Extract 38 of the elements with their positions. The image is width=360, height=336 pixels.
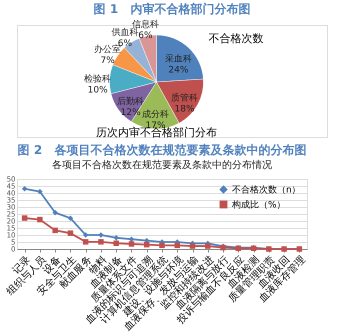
point: [98, 232, 104, 238]
point: [128, 241, 134, 247]
point: [98, 239, 104, 245]
point: [22, 215, 28, 221]
chart-subtitle: 各项目不合格次数在规范要素及条款中的分布情况: [52, 159, 272, 171]
point: [190, 243, 196, 249]
point: [159, 242, 165, 248]
legend-label: 不合格次数（n）: [232, 184, 301, 196]
text: 历次内审不合格部门分布: [96, 126, 217, 139]
point: [82, 239, 88, 245]
text: 不合格次数: [208, 32, 264, 45]
point: [68, 230, 74, 236]
slice-label: 后勤科: [117, 96, 144, 107]
chart-title: 图 1 内审不合格部门分布图: [94, 2, 250, 16]
legend-label: 构成比（%）: [231, 200, 286, 210]
point: [174, 242, 180, 248]
data-label: 6%: [138, 31, 154, 42]
data-label: 24%: [168, 66, 189, 76]
point: [144, 242, 150, 248]
point: [52, 228, 58, 234]
point: [113, 235, 119, 241]
slice-label: 供血科: [111, 27, 138, 38]
chart-title: 图 2 各项目不合格次数在规范要素及条款中的分布图: [18, 143, 306, 157]
slice-label: 成分科: [142, 108, 169, 120]
point: [37, 216, 43, 222]
data-label: 18%: [174, 104, 195, 114]
point: [52, 210, 58, 216]
point: [22, 186, 28, 192]
point: [68, 215, 74, 221]
slice-label: 采血科: [164, 54, 192, 65]
point: [113, 240, 119, 246]
point: [37, 188, 43, 194]
slice-label: 办公室: [94, 44, 122, 55]
data-label: 7%: [100, 56, 116, 66]
data-label: 10%: [88, 85, 108, 96]
point: [82, 232, 88, 238]
slice-label: 质管科: [171, 92, 198, 104]
point: [205, 243, 211, 249]
